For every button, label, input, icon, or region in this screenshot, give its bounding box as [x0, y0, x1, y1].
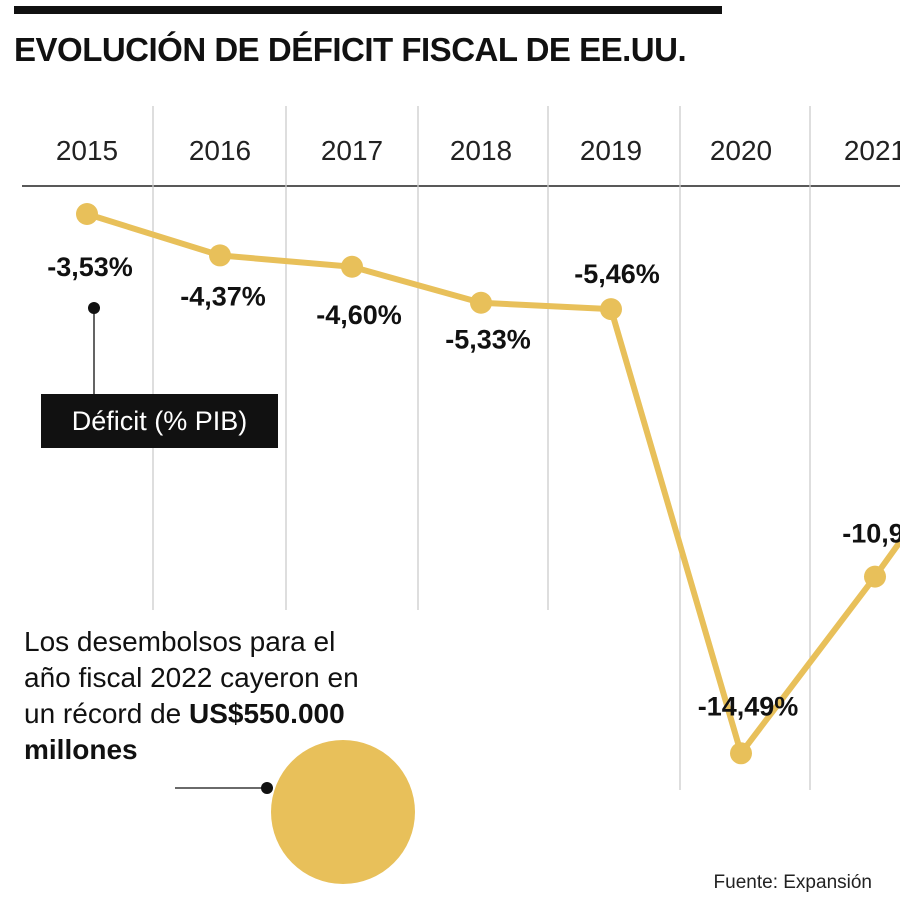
legend-dot	[88, 302, 100, 314]
year-label-2015: 2015	[56, 135, 118, 166]
legend-label: Déficit (% PIB)	[41, 394, 278, 448]
note-highlight: US$550.000 millones	[24, 698, 345, 765]
data-label-2015: -3,53%	[47, 252, 133, 282]
data-point-2017	[341, 255, 363, 278]
note-body: Los desembolsos para el año fiscal 2022 …	[24, 626, 359, 729]
page-title: EVOLUCIÓN DE DÉFICIT FISCAL DE EE.UU.	[14, 31, 687, 68]
note-text: Los desembolsos para el año fiscal 2022 …	[24, 624, 364, 768]
year-label-2018: 2018	[450, 135, 512, 166]
data-label-2020: -14,49%	[698, 691, 799, 721]
data-label-2017: -4,60%	[316, 300, 402, 330]
data-label-2018: -5,33%	[445, 325, 531, 355]
data-point-2020	[730, 742, 752, 765]
source-credit: Fuente: Expansión	[713, 872, 872, 893]
year-label-2021: 2021	[844, 135, 900, 166]
note-dot	[261, 782, 273, 794]
data-point-2018	[470, 291, 492, 314]
data-point-2015	[76, 203, 98, 225]
data-point-2019	[600, 298, 622, 321]
year-label-2020: 2020	[710, 135, 772, 166]
series-line	[84, 211, 900, 757]
year-label-2017: 2017	[321, 135, 383, 166]
data-point-2016	[209, 244, 231, 267]
data-label-2021: -10,9	[842, 519, 900, 549]
year-label-2016: 2016	[189, 135, 251, 166]
note-bubble	[271, 740, 415, 884]
data-point-2021	[864, 565, 886, 588]
data-label-2016: -4,37%	[180, 281, 266, 311]
top-rule	[14, 6, 722, 14]
year-label-2019: 2019	[580, 135, 642, 166]
data-label-2019: -5,46%	[574, 259, 660, 289]
